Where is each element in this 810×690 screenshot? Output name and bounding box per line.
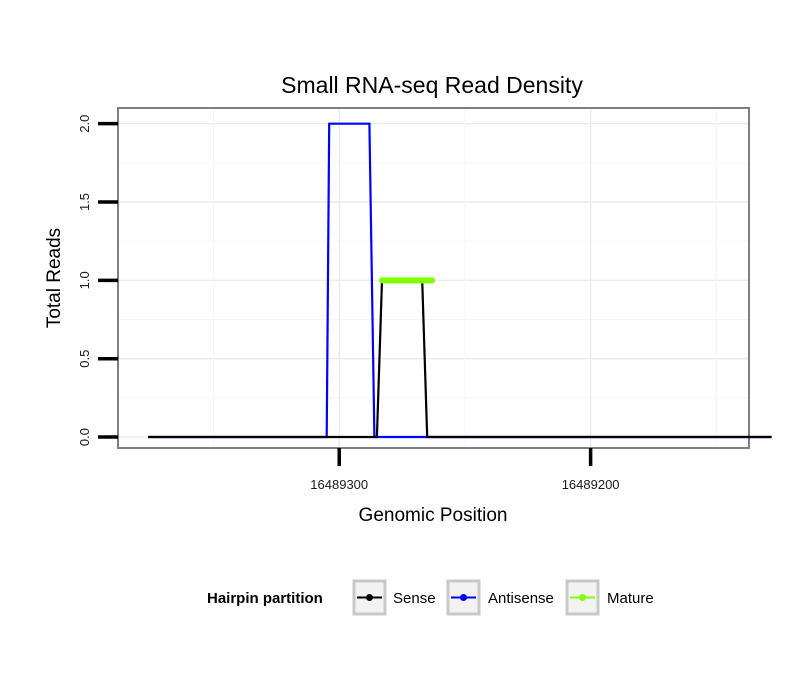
legend-label-antisense: Antisense: [488, 590, 554, 607]
y-axis: 0.0 0.5 1.0 1.5 2.0: [77, 115, 118, 446]
x-tick-label: 16489300: [310, 477, 368, 492]
legend-point-mature: [579, 594, 586, 601]
legend-label-sense: Sense: [393, 590, 436, 607]
legend-items: Sense Antisense Mature: [352, 579, 654, 616]
x-axis: 16489300 16489200: [310, 448, 620, 492]
y-tick-label: 2.0: [77, 115, 92, 133]
plot-panel-border: [117, 107, 750, 449]
y-tick-label: 1.5: [77, 193, 92, 211]
y-tick-label: 0.5: [77, 350, 92, 368]
legend: Hairpin partition Sense Antisense Mature: [207, 579, 654, 616]
legend-label-mature: Mature: [607, 590, 654, 607]
legend-point-antisense: [460, 594, 467, 601]
legend-point-sense: [366, 594, 373, 601]
legend-title: Hairpin partition: [207, 590, 323, 607]
x-axis-title: Genomic Position: [359, 505, 508, 526]
series-layer: [148, 122, 772, 439]
chart-title: Small RNA-seq Read Density: [281, 72, 583, 98]
y-axis-title: Total Reads: [44, 228, 65, 328]
y-tick-label: 1.0: [77, 271, 92, 289]
x-tick-label: 16489200: [562, 477, 620, 492]
y-tick-label: 0.0: [77, 428, 92, 446]
